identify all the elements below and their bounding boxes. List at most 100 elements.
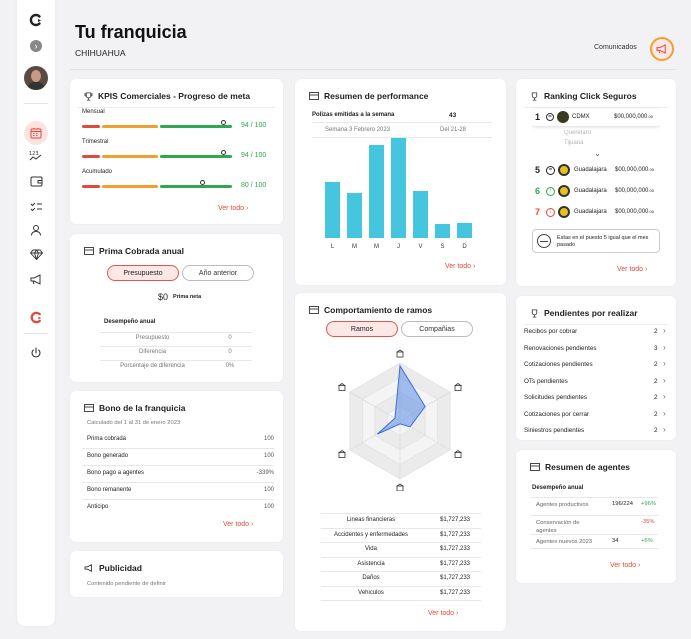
kpis-ver-todo-link[interactable]: Ver todo › — [218, 205, 249, 212]
kpi-value: 80 / 100 — [241, 182, 267, 189]
ranking-amount: $00,000,000.00 — [615, 188, 654, 194]
ramos-row-label: Daños — [362, 575, 380, 581]
ramos-row-label: Vida — [365, 546, 377, 552]
megaphone-icon — [30, 274, 40, 285]
ranking-amount: $00,000,000.00 — [615, 167, 654, 173]
ranking-name: CDMX — [572, 114, 590, 120]
bono-row-label: Prima cobrada — [87, 436, 127, 442]
performance-range: Del 21-28 — [440, 127, 467, 133]
ramos-row-value: $1,727,233 — [439, 517, 471, 523]
ranking-ver-todo-link[interactable]: Ver todo › — [617, 266, 648, 273]
ramos-ver-todo-link[interactable]: Ver todo › — [428, 610, 459, 617]
bono-card: Bono de la franquicia Calculado del 1 al… — [70, 391, 283, 542]
comunicados-button[interactable] — [650, 37, 674, 61]
money-icon — [530, 463, 540, 471]
chart-x-label: L — [330, 244, 335, 250]
pendiente-item[interactable]: Recibos por cobrar 2 › — [524, 325, 668, 339]
radar-series — [377, 364, 426, 435]
ranking-top-stack: Querétaro Tijuana 1 = CDMX $00,000,000.00 — [532, 108, 660, 150]
trophy-icon — [531, 308, 538, 318]
pendiente-item[interactable]: Siniestros pendientes 2 › — [524, 424, 668, 438]
pendiente-count: 2 — [654, 377, 658, 385]
chart-x-label: S — [440, 244, 445, 250]
sidebar-item-diamond[interactable] — [17, 249, 55, 260]
agentes-ver-todo-link[interactable]: Ver todo › — [610, 562, 641, 569]
numbers-chart-icon: 123 — [29, 151, 42, 161]
chevron-right-icon: › — [663, 392, 666, 401]
prima-row-value: 0 — [228, 349, 232, 355]
tab-ramos[interactable]: Ramos — [326, 321, 398, 337]
pendientes-card: Pendientes por realizar Recibos por cobr… — [516, 296, 676, 440]
money-icon — [309, 92, 319, 100]
money-icon — [84, 247, 94, 255]
sidebar-item-campaigns[interactable] — [17, 274, 55, 285]
kpi-label: Mensual — [82, 109, 105, 115]
chevron-right-icon: › — [663, 425, 666, 434]
performance-title: Resumen de performance — [309, 91, 428, 101]
megaphone-icon — [84, 564, 92, 572]
bono-row-value: 100 — [263, 436, 274, 442]
prima-table-title: Desempeño anual — [104, 319, 156, 325]
performance-week: Semana 3 Febrero 2023 — [325, 127, 391, 133]
avatar[interactable] — [17, 66, 55, 90]
sidebar-item-tasks[interactable] — [17, 201, 55, 212]
ranking-amount: $00,000,000.00 — [614, 114, 653, 120]
ranking-faded-item: Querétaro Tijuana — [564, 130, 592, 146]
pendiente-item[interactable]: Cotizaciones pendientes 2 › — [524, 358, 668, 372]
chevron-right-icon: › — [663, 342, 666, 352]
bono-title: Bono de la franquicia — [84, 403, 185, 413]
health-icon — [454, 450, 462, 458]
pendiente-item[interactable]: Solicitudes pendientes 2 › — [524, 391, 668, 405]
click-brand-icon[interactable] — [17, 310, 55, 325]
pendiente-item[interactable]: Renovaciones pendientes 3 › — [524, 342, 668, 356]
prima-card: Prima Cobrada anual Presupuesto Año ante… — [70, 234, 283, 382]
ramos-row-value: $1,727,233 — [439, 531, 471, 538]
agente-row-delta: -35% — [641, 519, 655, 525]
page-subtitle: CHIHUAHUA — [75, 48, 126, 58]
logout-button[interactable] — [17, 347, 55, 359]
megaphone-icon — [656, 44, 666, 54]
expand-sidebar-button[interactable]: › — [17, 40, 55, 52]
click-logo-icon[interactable] — [17, 12, 55, 28]
ranking-position: 7 — [535, 207, 541, 217]
tab-presupuesto[interactable]: Presupuesto — [107, 265, 179, 281]
trend-icon: ↓ — [546, 208, 555, 217]
sidebar-item-numbers[interactable]: 123 — [17, 150, 55, 162]
bono-ver-todo-link[interactable]: Ver todo › — [223, 521, 254, 528]
sidebar-item-users[interactable] — [17, 224, 55, 236]
pendiente-item[interactable]: Cotizaciones por cerrar 2 › — [524, 408, 668, 422]
kpi-progress-segment — [160, 185, 232, 188]
page-title: Tu franquicia — [75, 22, 187, 42]
pendiente-count: 2 — [654, 394, 658, 401]
chart-bar — [413, 191, 428, 238]
ranking-top-item[interactable]: 1 = CDMX $00,000,000.00 — [532, 109, 660, 126]
agente-row-delta: +96% — [641, 501, 656, 507]
ranking-expand-icon[interactable]: ⌄ — [594, 149, 601, 158]
kpi-value: 94 / 100 — [241, 122, 267, 129]
tab-companias[interactable]: Compañias — [401, 321, 473, 337]
kpis-card: KPIS Comerciales - Progreso de meta Mens… — [70, 79, 283, 224]
bono-row-label: Anticipo — [87, 504, 109, 510]
performance-ver-todo-link[interactable]: Ver todo › — [445, 263, 476, 270]
sidebar-item-wallet[interactable] — [17, 176, 55, 187]
agente-row-label: Agentes nuevos 2023 — [536, 539, 593, 545]
kpi-progress-segment — [160, 155, 232, 158]
team-badge-icon — [558, 206, 570, 218]
chart-bar — [347, 193, 362, 238]
prima-row-label: Presupuesto — [135, 335, 170, 341]
svg-text:123: 123 — [29, 151, 39, 157]
pendiente-item[interactable]: OTs pendientes 2 › — [524, 375, 668, 389]
chart-bar — [435, 224, 450, 238]
chart-x-label: J — [397, 244, 400, 250]
prima-amount: $0 — [158, 292, 169, 302]
trophy-icon — [84, 91, 93, 101]
comunicados-label[interactable]: Comunicados — [594, 44, 637, 51]
sidebar-item-dashboard[interactable] — [17, 121, 55, 145]
agente-row-value: 196/224 — [612, 501, 633, 507]
money-icon — [84, 404, 94, 412]
ranking-name: Guadalajara — [574, 209, 607, 215]
prima-title: Prima Cobrada anual — [84, 246, 184, 256]
tab-ano-anterior[interactable]: Año anterior — [182, 265, 254, 281]
team-badge-icon — [557, 111, 569, 123]
pendiente-label: Recibos por cobrar — [524, 328, 578, 335]
